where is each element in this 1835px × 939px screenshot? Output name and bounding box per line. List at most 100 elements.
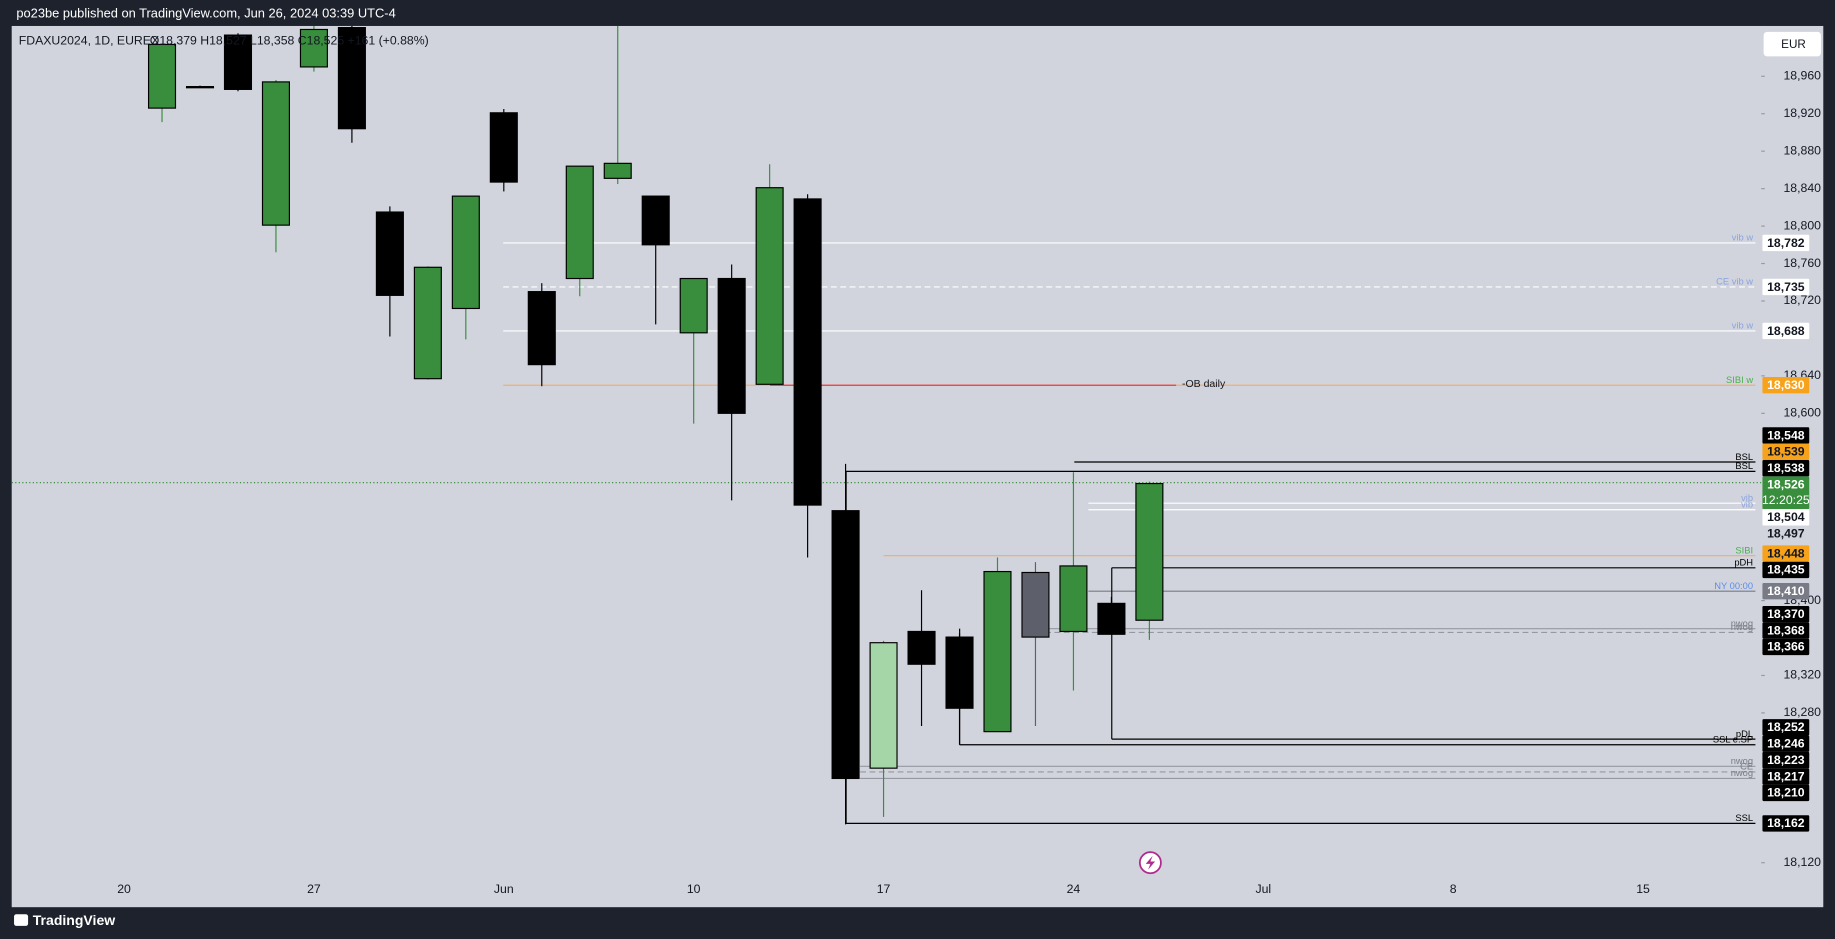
- level-text: vib w: [1732, 233, 1754, 243]
- price-tag: [1762, 443, 1810, 461]
- x-tick-label: 24: [1067, 882, 1081, 896]
- event-icon-bolt: [1145, 855, 1156, 870]
- price-tag-label: 18,497: [1767, 527, 1805, 541]
- candle-body: [527, 291, 556, 366]
- y-tick-label: 18,960: [1783, 69, 1821, 83]
- candle-body: [1059, 565, 1088, 633]
- candle-body: [375, 211, 404, 296]
- price-tag: [1762, 605, 1810, 623]
- candle-body: [223, 34, 253, 90]
- candle-body: [755, 187, 784, 385]
- level-text: nwog: [1731, 768, 1753, 778]
- candle-body: [793, 198, 822, 506]
- candle-body: [337, 27, 366, 130]
- price-tag-label: 18,735: [1767, 280, 1805, 294]
- y-tick-label: 18,600: [1783, 406, 1821, 420]
- price-tag: [1762, 735, 1810, 752]
- price-tag-label: 18,539: [1767, 445, 1805, 459]
- level-text: SIBI w: [1726, 375, 1753, 385]
- brand: TradingView: [14, 912, 115, 928]
- plot: [11, 25, 1762, 825]
- candle-body: [451, 195, 480, 310]
- price-tag-label: 18,223: [1767, 753, 1805, 767]
- level-text: NY 00:00: [1714, 581, 1753, 591]
- candle-body: [679, 277, 708, 334]
- candle-body: [641, 195, 670, 246]
- candle-body: [147, 43, 177, 109]
- price-tag: [1762, 768, 1810, 785]
- candle-body: [603, 162, 632, 179]
- price-tag: [1762, 476, 1810, 510]
- candle-body: [945, 636, 974, 709]
- level-text: SSL: [1735, 813, 1753, 823]
- price-tag-label: 18,448: [1767, 546, 1805, 560]
- publisher-text: po23be published on TradingView.com, Jun…: [16, 6, 395, 21]
- level-text: SIBI: [1735, 545, 1753, 555]
- candle-body: [489, 112, 518, 183]
- currency-box[interactable]: [1763, 31, 1821, 57]
- price-tag: [1762, 509, 1810, 526]
- candle-body: [831, 510, 860, 780]
- candle-body: [565, 165, 594, 280]
- ohlc-text: O18,379 H18,527 L18,358 C18,525 +161 (+0…: [150, 33, 429, 47]
- level-text: vib: [1741, 493, 1753, 503]
- level-text: pDL: [1736, 729, 1753, 739]
- candle-body: [413, 266, 442, 380]
- price-tag: [1762, 638, 1810, 656]
- candle-body: [717, 277, 746, 414]
- candle-body: [983, 570, 1012, 733]
- price-tag: [1762, 460, 1810, 477]
- x-tick-label: 27: [307, 882, 321, 896]
- price-tag-label: 18,366: [1767, 640, 1805, 654]
- candle-body: [1021, 571, 1050, 638]
- level-text: pDH: [1734, 558, 1753, 568]
- price-axis: 18,960 18,920 18,880 18,840 18,800 18,760 18,7…: [1761, 69, 1821, 869]
- price-tag-label: 18,162: [1767, 816, 1805, 830]
- price-tag: [1762, 583, 1810, 600]
- level-text: SSL e.SP: [1713, 735, 1753, 745]
- candle-body: [185, 85, 215, 89]
- brand-logo: [14, 914, 29, 926]
- level-text: vib: [1741, 500, 1753, 510]
- symbol-text: FDAXU2024, 1D, EUREX: [19, 33, 159, 47]
- price-tag: [1762, 561, 1810, 579]
- candle-body: [1097, 602, 1126, 635]
- candle-body: [907, 630, 936, 665]
- y-tick-label: 18,800: [1783, 218, 1821, 232]
- y-tick-label: 18,120: [1783, 855, 1821, 869]
- overlay: FDAXU2024, 1D, EUREX O18,379 H18,527 L18…: [19, 31, 1821, 875]
- price-tag-label: 18,410: [1767, 584, 1805, 598]
- price-tag-label: 18,504: [1767, 510, 1805, 524]
- price-tag-label: 18,548: [1767, 428, 1805, 442]
- price-tag: [1762, 234, 1810, 252]
- level-text: nwog: [1731, 618, 1753, 628]
- price-tag-label: 18,246: [1767, 737, 1805, 751]
- price-tag-timer: 12:20:25: [1762, 493, 1810, 507]
- level-text: nwog: [1731, 756, 1753, 766]
- level-text: vib w: [1732, 321, 1754, 331]
- level-text: nwog: [1731, 622, 1753, 632]
- chart-area: [11, 25, 1824, 908]
- price-tag: [1762, 427, 1810, 444]
- candle-body: [1135, 482, 1164, 621]
- price-tag: [1762, 622, 1810, 639]
- x-tick-label: 17: [877, 882, 891, 896]
- price-tag: [1762, 751, 1810, 769]
- price-tag: [1762, 815, 1810, 832]
- y-tick-label: 18,920: [1783, 106, 1821, 120]
- candle-body: [299, 28, 328, 68]
- price-tag-label: 18,217: [1767, 769, 1805, 783]
- candle-body: [261, 81, 290, 226]
- x-tick-label: 20: [117, 882, 131, 896]
- level-text: BSL: [1735, 452, 1753, 462]
- price-tag: [1762, 377, 1810, 394]
- level-text: CE: [1740, 762, 1753, 772]
- y-tick-label: 18,320: [1783, 668, 1821, 682]
- price-tag-label: 18,368: [1767, 623, 1805, 637]
- y-tick-label: 18,760: [1783, 256, 1821, 270]
- price-tag: [1762, 525, 1810, 542]
- candle-body: [869, 642, 898, 769]
- currency-text[interactable]: EUR: [1781, 38, 1806, 51]
